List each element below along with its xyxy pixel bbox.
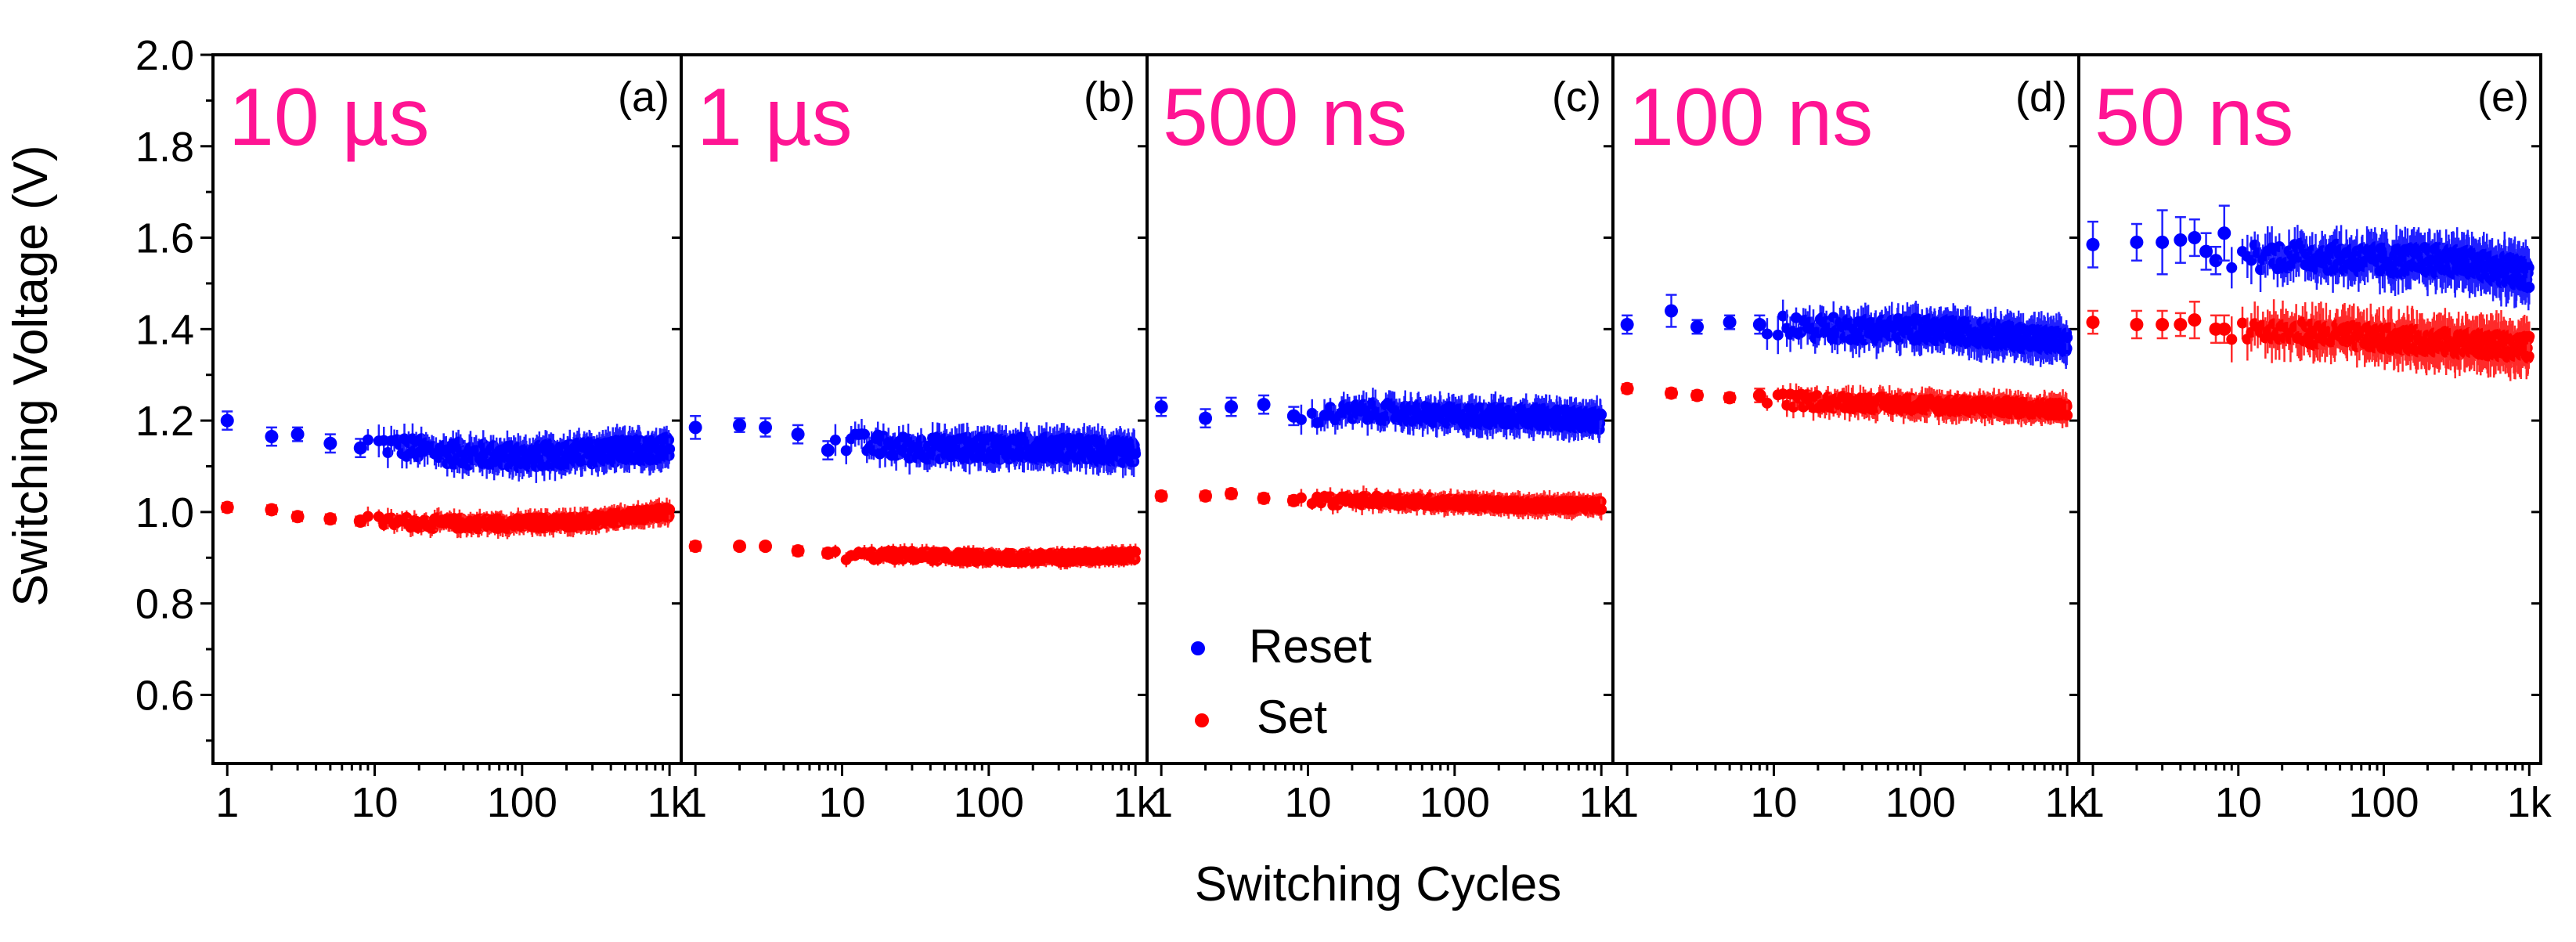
panel-label: (b) xyxy=(1084,74,1135,121)
set-point xyxy=(290,510,305,524)
set-point xyxy=(1257,491,1271,505)
set-point xyxy=(220,500,234,514)
set-point xyxy=(1199,489,1213,503)
x-tick-label: 100 xyxy=(487,779,557,826)
x-tick-label: 100 xyxy=(1420,779,1490,826)
reset-point xyxy=(840,445,852,457)
reset-point xyxy=(1154,400,1168,414)
set-point xyxy=(1295,492,1307,503)
reset-point xyxy=(664,443,676,455)
set-point xyxy=(1154,489,1168,503)
set-point xyxy=(688,540,702,554)
set-point xyxy=(733,540,747,554)
set-point xyxy=(791,544,805,558)
reset-point xyxy=(265,430,279,444)
panel-label: (c) xyxy=(1552,74,1601,121)
reset-point xyxy=(290,428,305,442)
x-tick-label: 1k xyxy=(1113,779,1159,826)
reset-point xyxy=(323,436,337,450)
x-tick-label: 100 xyxy=(954,779,1024,826)
reset-point xyxy=(220,413,234,428)
set-point xyxy=(829,546,841,558)
reset-point xyxy=(791,428,805,442)
x-tick-label: 1 xyxy=(215,779,239,826)
reset-point xyxy=(1130,448,1142,460)
set-point xyxy=(362,511,373,522)
panel-b: 1 10 100 1k 1 µs (b) xyxy=(680,53,1159,826)
reset-point xyxy=(829,434,841,446)
panel-title: 10 µs xyxy=(229,72,430,163)
reset-point xyxy=(1295,413,1307,425)
set-point xyxy=(1225,487,1239,501)
reset-point xyxy=(688,420,702,435)
panel-title: 500 ns xyxy=(1163,72,1407,163)
reset-point xyxy=(1257,398,1271,412)
set-point xyxy=(323,512,337,526)
set-point xyxy=(265,503,279,517)
x-tick-label: 10 xyxy=(351,779,398,826)
reset-point xyxy=(1596,409,1607,420)
reset-point xyxy=(1306,407,1318,419)
x-tick-label: 1k xyxy=(648,779,693,826)
reset-point xyxy=(859,428,871,440)
x-tick-label: 1 xyxy=(684,779,707,826)
x-tick-label: 10 xyxy=(1284,779,1331,826)
set-point xyxy=(373,511,384,522)
reset-point xyxy=(821,443,835,457)
reset-point xyxy=(733,418,747,432)
reset-point xyxy=(1199,411,1213,425)
set-point xyxy=(664,503,676,515)
x-tick-label: 1 xyxy=(1149,779,1173,826)
panel-a: 1 10 100 1k 10 µs (a) xyxy=(211,53,693,826)
reset-point xyxy=(759,420,773,435)
panel-title: 1 µs xyxy=(697,72,853,163)
panel-label: (a) xyxy=(618,74,669,121)
set-point xyxy=(759,540,773,554)
reset-point xyxy=(353,441,367,455)
reset-point xyxy=(1225,400,1239,414)
set-point xyxy=(1130,546,1142,558)
reset-point xyxy=(362,434,373,446)
x-tick-label: 10 xyxy=(818,779,865,826)
